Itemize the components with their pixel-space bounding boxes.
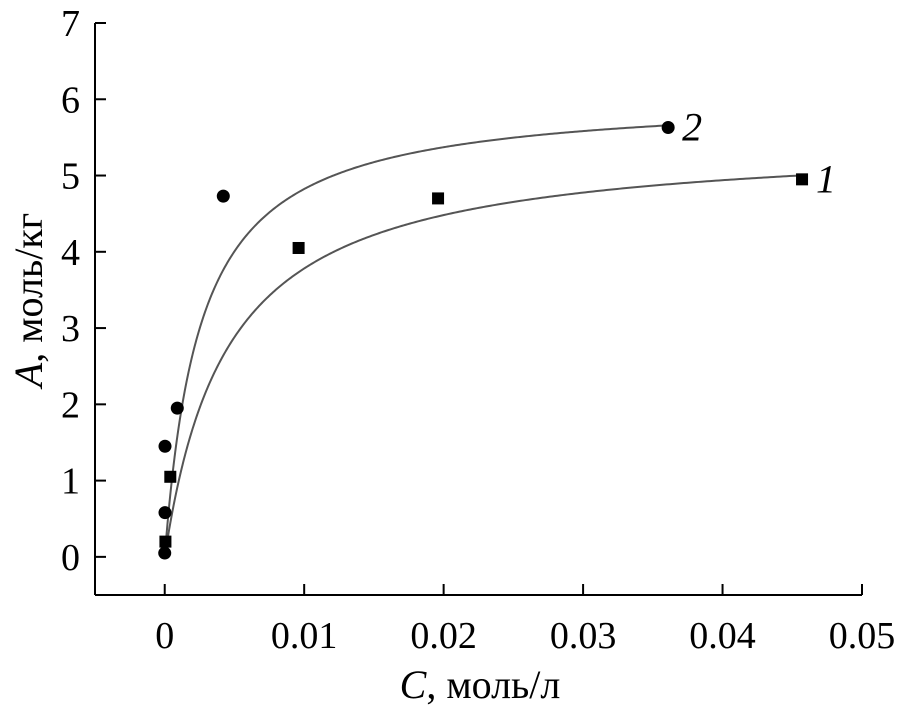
y-tick-label: 0 <box>61 537 80 579</box>
y-axis-unit: , моль/кг <box>6 213 51 363</box>
x-axis-title: C, моль/л <box>400 662 561 707</box>
fit-curve-series-2 <box>163 124 669 557</box>
y-axis-title: A, моль/кг <box>6 213 51 390</box>
x-tick-label: 0.04 <box>689 615 756 657</box>
x-axis-unit: , моль/л <box>426 662 560 707</box>
x-tick-label: 0.01 <box>271 615 338 657</box>
x-tick-label: 0.02 <box>410 615 477 657</box>
data-point-series-2 <box>158 546 172 560</box>
data-point-series-2 <box>216 189 230 203</box>
data-point-series-1 <box>164 470 177 483</box>
series-label-2: 2 <box>682 104 702 149</box>
y-tick-label: 1 <box>61 461 80 503</box>
x-axis-variable: C <box>400 662 428 707</box>
y-tick-label: 6 <box>61 79 80 121</box>
x-tick-label: 0.05 <box>829 615 896 657</box>
fit-curve-series-1 <box>163 174 803 557</box>
series-labels: 12 <box>682 104 836 201</box>
y-axis-variable: A <box>6 362 51 390</box>
data-points <box>158 120 809 560</box>
y-tick-label: 5 <box>61 156 80 198</box>
axes <box>94 23 862 596</box>
y-tick-label: 7 <box>61 3 80 45</box>
series-label-1: 1 <box>816 156 836 201</box>
y-tick-label: 3 <box>61 308 80 350</box>
data-point-series-2 <box>661 120 675 134</box>
data-point-series-2 <box>158 506 172 520</box>
data-point-series-1 <box>159 535 172 548</box>
data-point-series-2 <box>170 401 184 415</box>
data-point-series-2 <box>158 439 172 453</box>
y-tick-label: 4 <box>61 232 80 274</box>
data-point-series-1 <box>432 192 445 205</box>
data-point-series-1 <box>292 241 305 254</box>
x-tick-label: 0.03 <box>550 615 617 657</box>
y-tick-label: 2 <box>61 384 80 426</box>
data-point-series-1 <box>796 173 809 186</box>
fit-curves <box>163 124 803 557</box>
x-tick-label: 0 <box>155 615 174 657</box>
